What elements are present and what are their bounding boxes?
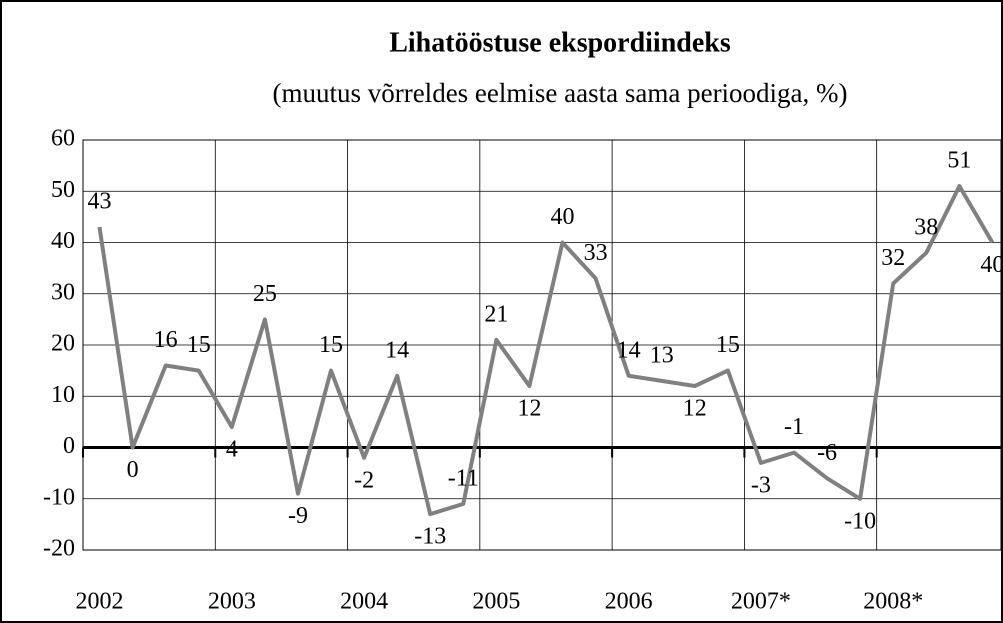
data-label: 15 — [187, 332, 211, 358]
data-label: 25 — [253, 281, 277, 307]
data-label: -9 — [288, 503, 308, 529]
data-label: 40 — [551, 204, 575, 230]
data-label: 16 — [154, 327, 178, 353]
data-label: 38 — [914, 214, 938, 240]
x-tick-label: 2002 — [76, 589, 124, 615]
y-tick-label: 50 — [51, 177, 75, 203]
x-tick-label: 2006 — [605, 589, 653, 615]
y-tick-label: 60 — [51, 126, 75, 152]
x-tick-label: 2003 — [208, 589, 256, 615]
x-tick-label: 2008* — [863, 589, 923, 615]
data-label: 14 — [385, 337, 409, 363]
data-label: 15 — [319, 332, 343, 358]
data-label: 33 — [584, 240, 608, 266]
data-label: -10 — [844, 508, 876, 534]
data-label: 4 — [226, 437, 238, 463]
data-label: 43 — [88, 189, 112, 215]
data-label: 32 — [881, 245, 905, 271]
y-tick-label: -10 — [43, 484, 75, 510]
y-tick-label: 0 — [63, 433, 75, 459]
data-label: -1 — [784, 414, 804, 440]
data-label: -6 — [817, 440, 837, 466]
y-tick-label: -20 — [43, 536, 75, 562]
data-label: -3 — [751, 472, 771, 498]
data-label: 21 — [484, 301, 508, 327]
data-label: 0 — [127, 457, 139, 483]
data-label: 51 — [947, 148, 971, 174]
y-tick-label: 40 — [51, 228, 75, 254]
y-tick-label: 10 — [51, 382, 75, 408]
chart-subtitle: (muutus võrreldes eelmise aasta sama per… — [272, 78, 847, 108]
data-label: 14 — [617, 337, 641, 363]
y-tick-label: 20 — [51, 331, 75, 357]
data-label: 40 — [980, 252, 1003, 278]
y-tick-label: 30 — [51, 279, 75, 305]
data-label: -2 — [354, 467, 374, 493]
data-line — [97, 184, 995, 517]
data-label: 15 — [716, 332, 740, 358]
data-label: -13 — [414, 524, 446, 550]
chart-title: Lihatööstuse ekspordiindeks — [389, 27, 731, 58]
data-label: 12 — [683, 396, 707, 422]
x-tick-label: 2007* — [731, 589, 791, 615]
data-label: 13 — [650, 342, 674, 368]
data-label: 12 — [517, 396, 541, 422]
x-tick-label: 2005 — [472, 589, 520, 615]
x-tick-label: 2004 — [340, 589, 388, 615]
data-label: -11 — [448, 465, 479, 491]
